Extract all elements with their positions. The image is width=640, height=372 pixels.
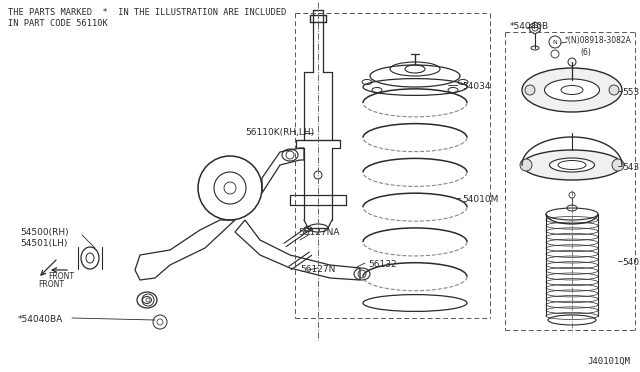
Text: 54500(RH): 54500(RH) xyxy=(20,228,68,237)
Text: FRONT: FRONT xyxy=(38,280,64,289)
Text: 56132: 56132 xyxy=(368,260,397,269)
Text: 54010M: 54010M xyxy=(462,195,499,204)
Circle shape xyxy=(520,159,532,171)
Ellipse shape xyxy=(522,150,622,180)
Text: 56110K(RH,LH): 56110K(RH,LH) xyxy=(245,128,314,137)
Ellipse shape xyxy=(545,79,600,101)
Ellipse shape xyxy=(522,68,622,112)
Text: 54050M: 54050M xyxy=(622,258,640,267)
Text: 55338N: 55338N xyxy=(622,88,640,97)
Circle shape xyxy=(525,85,535,95)
Text: FRONT: FRONT xyxy=(48,272,74,281)
Text: *54040BA: *54040BA xyxy=(18,315,63,324)
Circle shape xyxy=(609,85,619,95)
Text: 56127NA: 56127NA xyxy=(298,228,339,237)
Text: J40101QM: J40101QM xyxy=(587,357,630,366)
Text: (6): (6) xyxy=(580,48,591,57)
Text: 54501(LH): 54501(LH) xyxy=(20,239,67,248)
Text: THE PARTS MARKED  *  IN THE ILLUSTRATION ARE INCLUDED: THE PARTS MARKED * IN THE ILLUSTRATION A… xyxy=(8,8,286,17)
Ellipse shape xyxy=(550,158,595,172)
Text: N: N xyxy=(552,39,557,45)
Text: IN PART CODE 56110K: IN PART CODE 56110K xyxy=(8,19,108,28)
Text: 54320: 54320 xyxy=(622,163,640,172)
Text: *(N)08918-3082A: *(N)08918-3082A xyxy=(565,36,632,45)
Text: 54034: 54034 xyxy=(462,82,490,91)
Circle shape xyxy=(612,159,624,171)
Text: *54040B: *54040B xyxy=(510,22,549,31)
Text: 56127N: 56127N xyxy=(300,265,335,274)
